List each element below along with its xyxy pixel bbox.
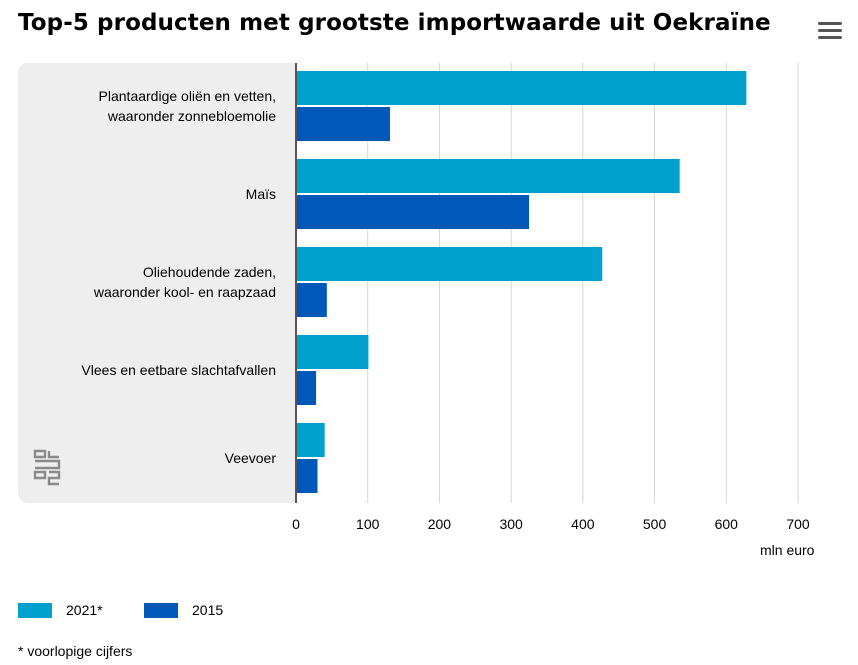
bar-2015-cat-3[interactable] (296, 371, 317, 405)
x-tick-label-0: 0 (292, 516, 300, 532)
legend-item-2015[interactable]: 2015 (144, 600, 223, 620)
bar-2021-cat-1[interactable] (296, 159, 680, 193)
x-tick-label-400: 400 (571, 516, 595, 532)
x-tick-label-500: 500 (643, 516, 667, 532)
footnote: * voorlopige cijfers (18, 643, 133, 659)
x-tick-label-600: 600 (715, 516, 739, 532)
x-tick-label-700: 700 (786, 516, 810, 532)
legend-swatch-2021 (18, 602, 52, 618)
hamburger-menu-icon (818, 22, 842, 25)
category-label-line: Veevoer (224, 450, 276, 466)
category-label: Maïs (246, 184, 276, 204)
legend-item-2021[interactable]: 2021* (18, 600, 103, 620)
legend-swatch-2015 (144, 602, 178, 618)
bar-2021-cat-3[interactable] (296, 335, 369, 369)
x-tick-label-100: 100 (356, 516, 380, 532)
bar-2021-cat-0[interactable] (296, 71, 747, 105)
bar-2015-cat-4[interactable] (296, 459, 318, 493)
x-tick-label-300: 300 (499, 516, 523, 532)
chart-menu-button[interactable] (816, 20, 844, 42)
category-label-line: Oliehoudende zaden, (142, 264, 276, 280)
category-label: Vlees en eetbare slachtafvallen (81, 360, 276, 380)
chart-title: Top-5 producten met grootste importwaard… (18, 10, 771, 36)
bar-2015-cat-2[interactable] (296, 283, 327, 317)
category-label: Plantaardige oliën en vetten, waaronder z… (99, 86, 276, 126)
category-label: Veevoer (225, 448, 276, 468)
category-label-line: waaronder kool- en raapzaad (93, 284, 276, 300)
category-label-panel (18, 63, 296, 503)
legend-label-2021: 2021* (66, 602, 103, 618)
category-label-line: Maïs (245, 186, 276, 202)
category-label-line: Vlees en eetbare slachtafvallen (81, 362, 276, 378)
category-label: Oliehoudende zaden, waaronder kool- en ra… (94, 262, 276, 302)
category-label-line: Plantaardige oliën en vetten, (98, 88, 276, 104)
cbs-logo-icon (33, 449, 61, 486)
bar-2021-cat-4[interactable] (296, 423, 325, 457)
legend-label-2015: 2015 (192, 602, 224, 618)
bar-2015-cat-1[interactable] (296, 195, 530, 229)
category-label-line: waaronder zonnebloemolie (107, 108, 276, 124)
x-axis-unit-label: mln euro (760, 542, 815, 558)
x-tick-label-200: 200 (428, 516, 452, 532)
bar-2015-cat-0[interactable] (296, 107, 390, 141)
bar-2021-cat-2[interactable] (296, 247, 603, 281)
